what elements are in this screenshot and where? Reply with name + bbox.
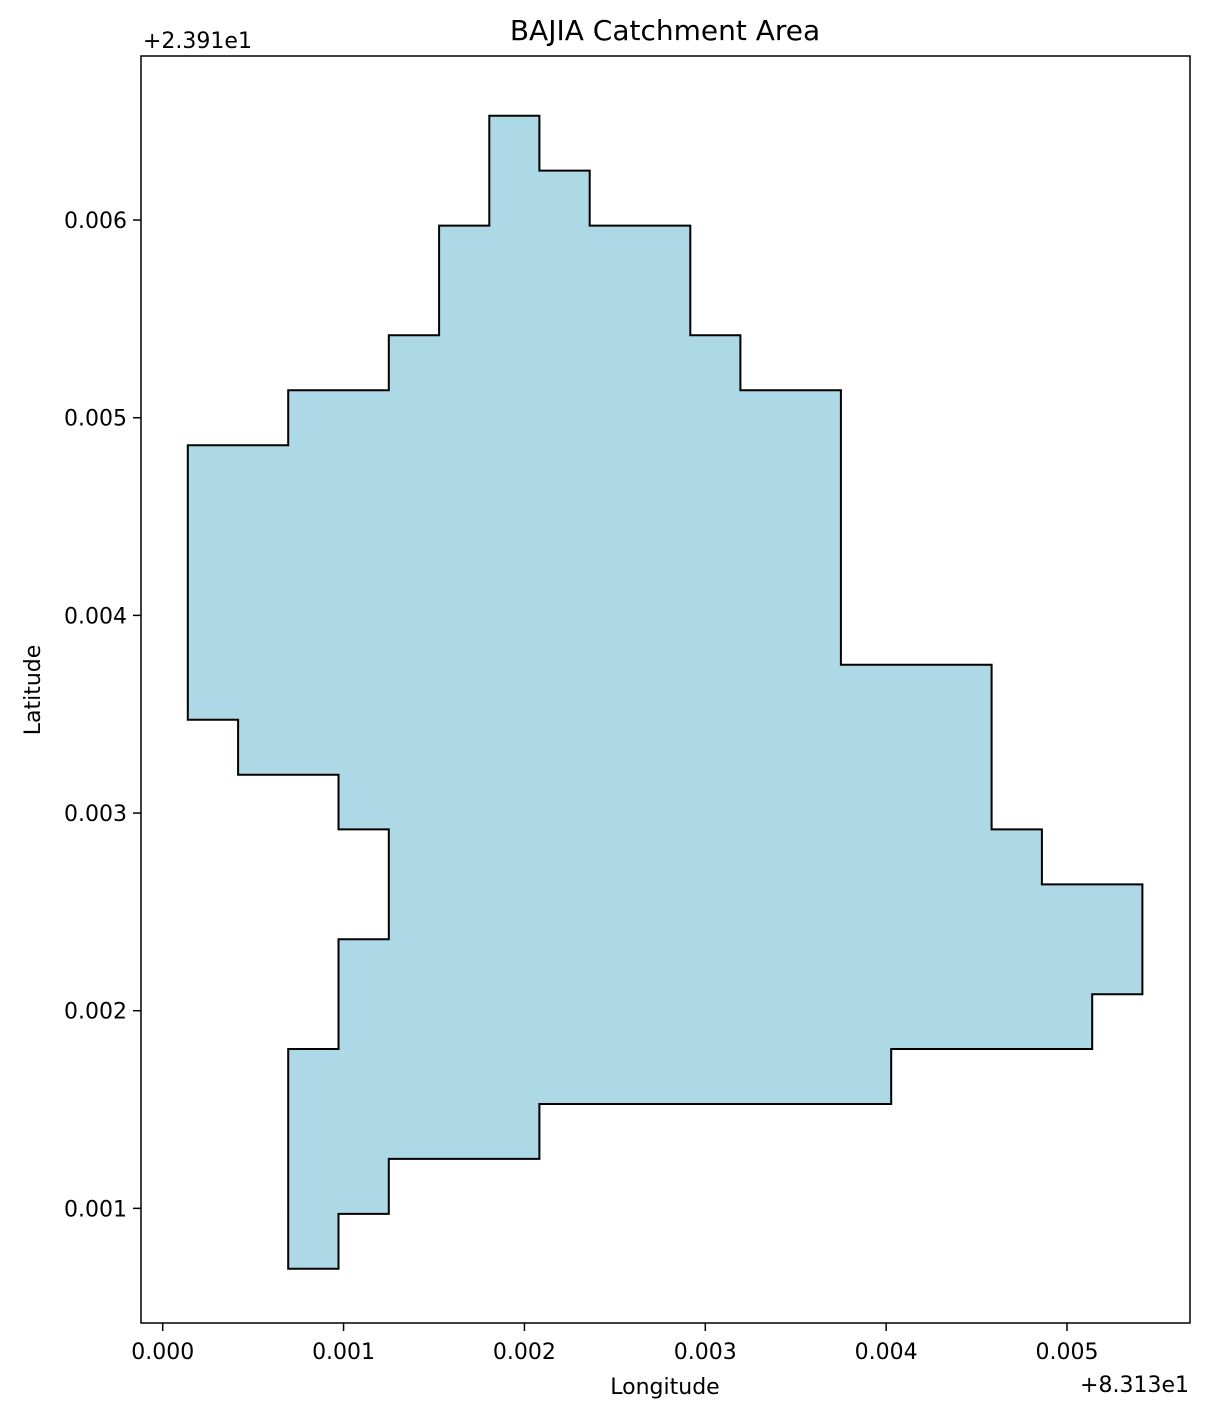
y-tick-label: 0.005: [64, 407, 127, 432]
x-tick-label: 0.002: [493, 1340, 556, 1365]
x-axis-offset-label: +8.313e1: [1080, 1373, 1189, 1398]
x-tick-label: 0.003: [674, 1340, 737, 1365]
y-axis-label: Latitude: [21, 645, 46, 736]
y-tick-label: 0.002: [64, 1000, 127, 1025]
y-tick-label: 0.001: [64, 1197, 127, 1222]
plot-frame: [140, 55, 1191, 1324]
x-tick-label: 0.005: [1036, 1340, 1099, 1365]
y-tick-label: 0.006: [64, 209, 127, 234]
catchment-polygon: [186, 114, 1144, 1270]
x-axis-label: Longitude: [610, 1375, 719, 1400]
y-tick-label: 0.003: [64, 802, 127, 827]
y-tick-label: 0.004: [64, 604, 127, 629]
x-tick-label: 0.004: [855, 1340, 918, 1365]
x-axis-ticks: 0.000 0.001 0.002 0.003 0.004 0.005: [131, 1323, 1099, 1365]
y-axis-ticks: 0.001 0.002 0.003 0.004 0.005 0.006: [64, 209, 141, 1222]
chart-marks: [186, 114, 1144, 1270]
chart-title: BAJIA Catchment Area: [510, 14, 820, 47]
y-axis-offset-label: +2.391e1: [143, 29, 252, 54]
x-tick-label: 0.000: [131, 1340, 194, 1365]
x-tick-label: 0.001: [312, 1340, 375, 1365]
